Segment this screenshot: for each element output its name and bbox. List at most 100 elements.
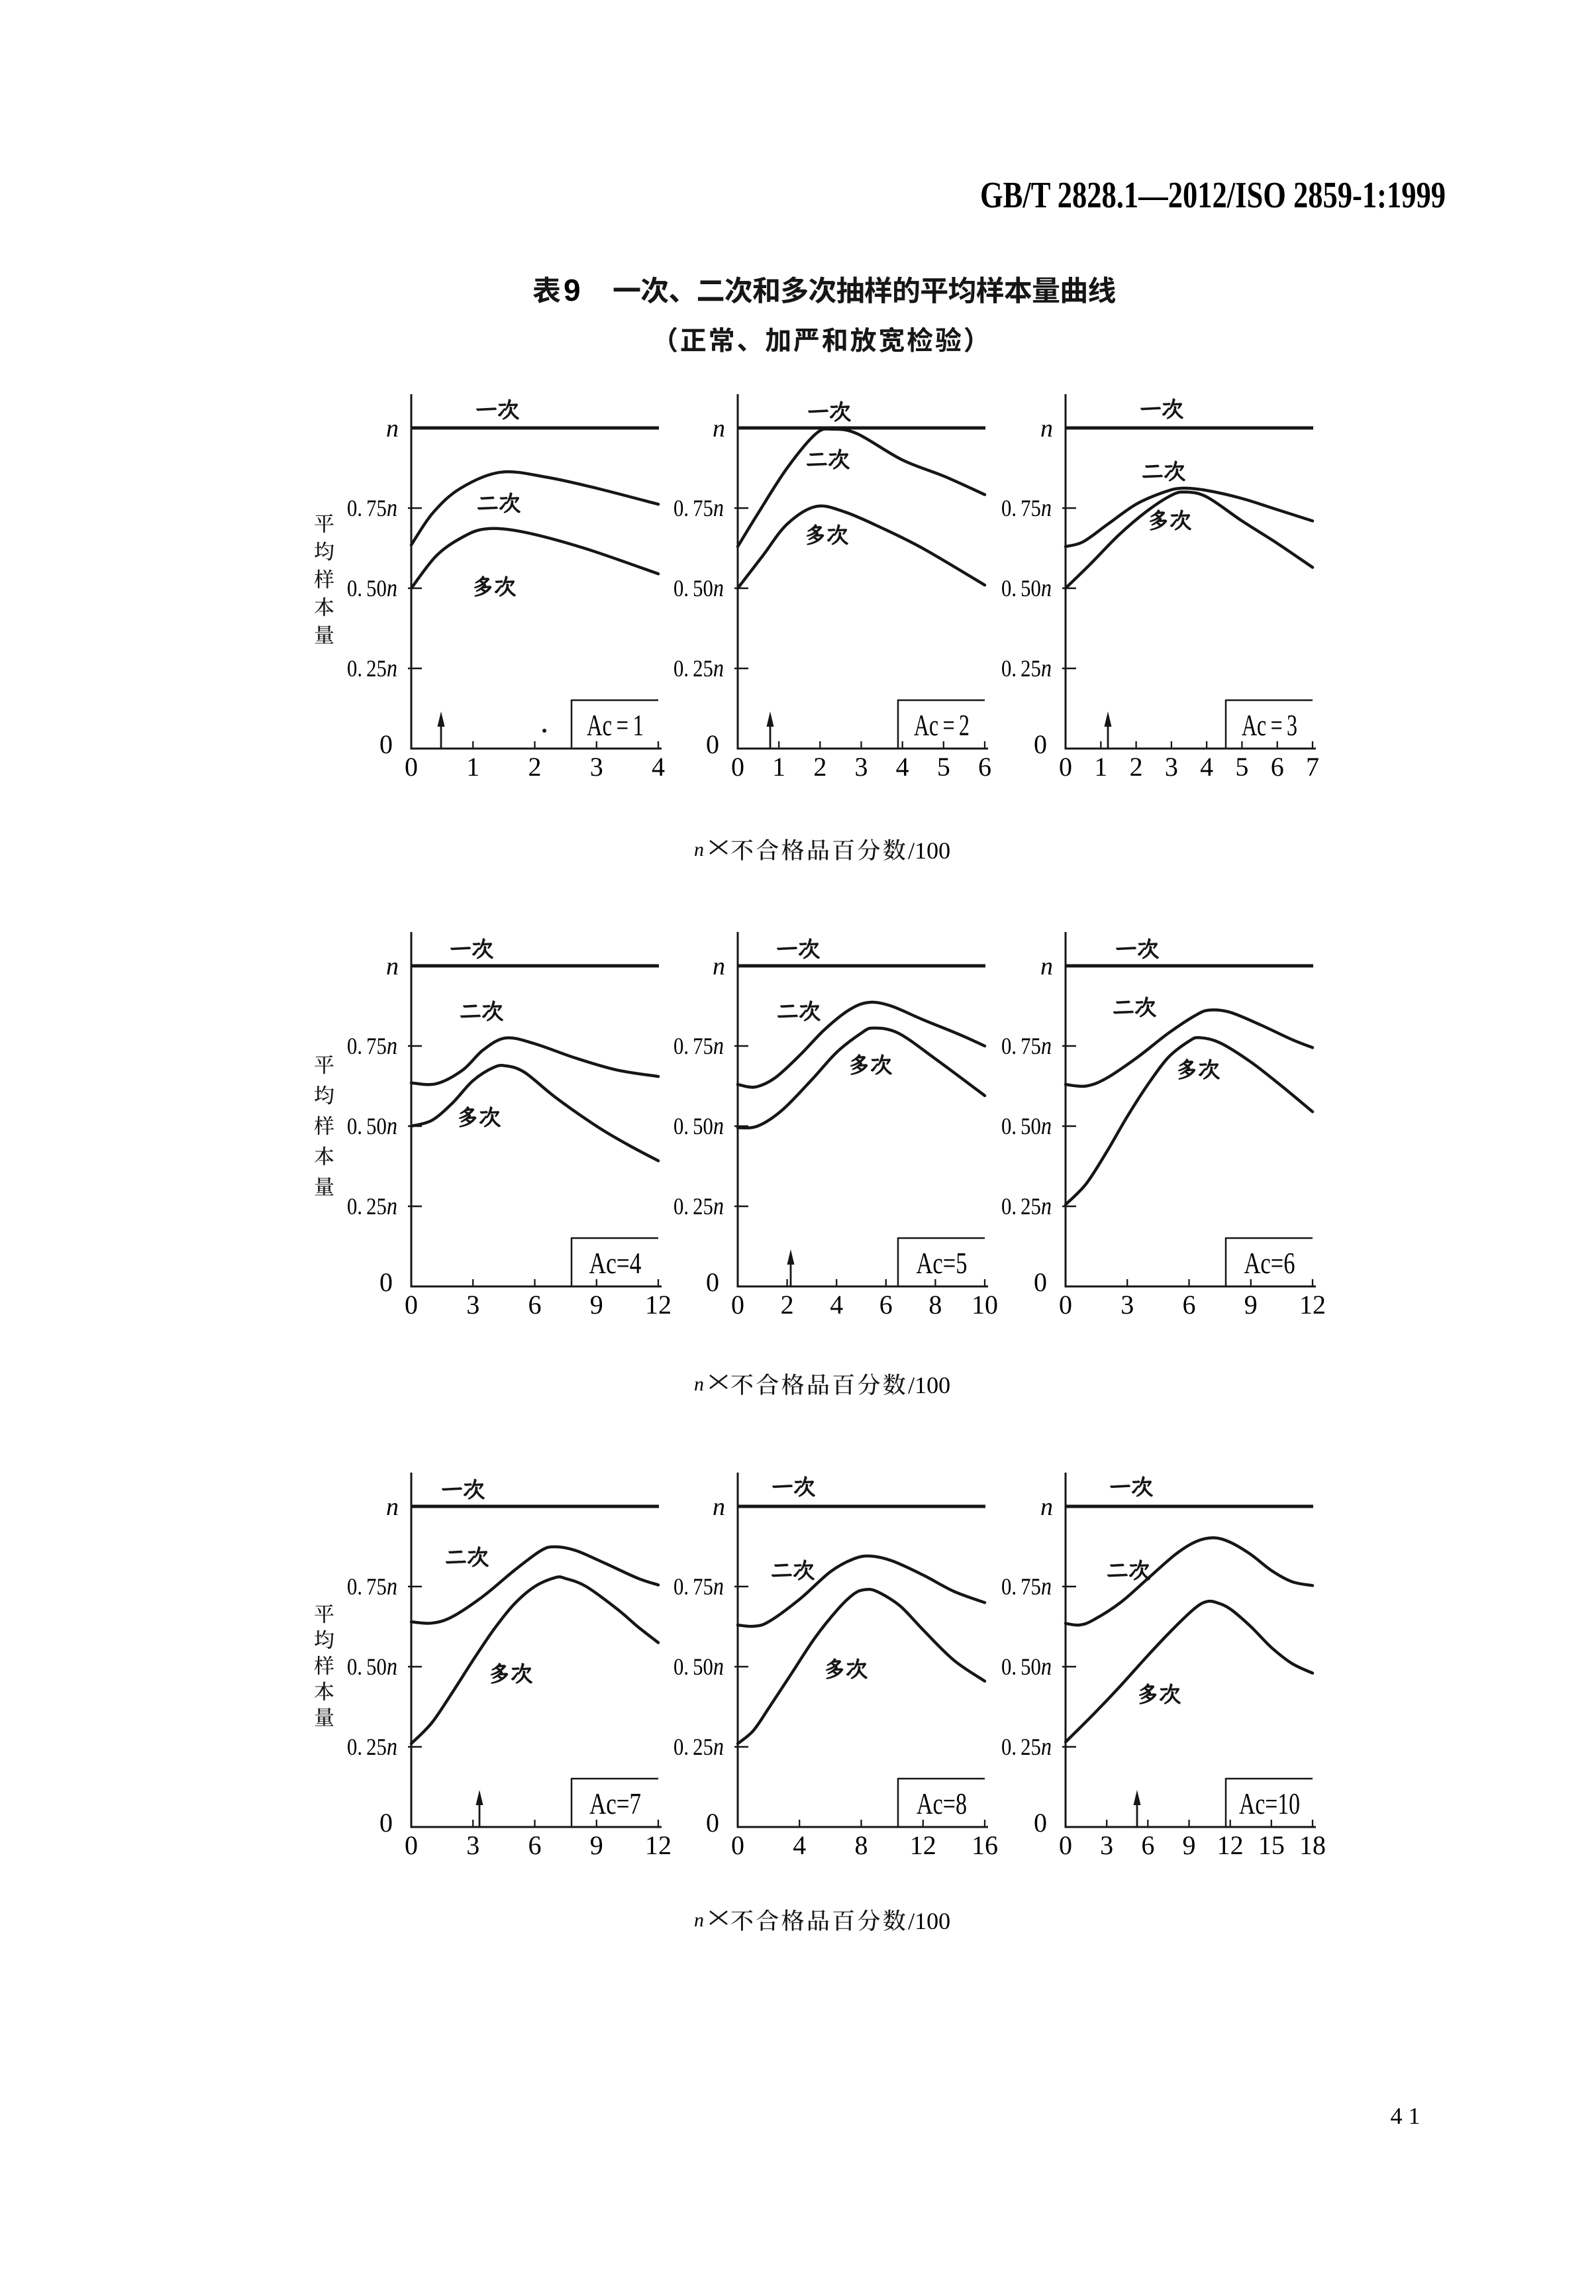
svg-text:8: 8: [928, 1290, 942, 1320]
svg-text:0. 50n: 0. 50n: [347, 1112, 397, 1140]
svg-text:1: 1: [772, 752, 785, 782]
svg-text:4: 4: [652, 752, 665, 782]
svg-text:0: 0: [731, 752, 744, 782]
svg-text:3: 3: [1100, 1830, 1113, 1860]
svg-text:0. 75n: 0. 75n: [347, 1573, 397, 1600]
svg-text:0. 50n: 0. 50n: [347, 1653, 397, 1681]
svg-text:n: n: [694, 1373, 704, 1395]
svg-text:0: 0: [405, 1290, 418, 1320]
svg-text:0. 50n: 0. 50n: [673, 574, 724, 602]
svg-text:4: 4: [830, 1290, 843, 1320]
svg-text:0. 75n: 0. 75n: [1001, 494, 1052, 522]
svg-text:10: 10: [972, 1290, 998, 1320]
svg-text:12: 12: [645, 1830, 672, 1860]
svg-text:Ac=8: Ac=8: [917, 1787, 967, 1820]
svg-text:9: 9: [1244, 1290, 1258, 1320]
svg-text:6: 6: [1141, 1830, 1154, 1860]
svg-text:0: 0: [1034, 1267, 1047, 1297]
svg-text:6: 6: [1271, 752, 1284, 782]
svg-text:0. 25n: 0. 25n: [1001, 1733, 1052, 1761]
svg-text:Ac=6: Ac=6: [1244, 1247, 1295, 1280]
svg-text:2: 2: [528, 752, 542, 782]
svg-text:Ac=5: Ac=5: [917, 1247, 968, 1280]
svg-text:n: n: [1040, 1493, 1053, 1521]
svg-text:5: 5: [1235, 752, 1248, 782]
svg-text:5: 5: [937, 752, 950, 782]
svg-text:Ac = 3: Ac = 3: [1242, 709, 1297, 742]
svg-text:0: 0: [731, 1290, 744, 1320]
svg-text:0: 0: [1034, 1808, 1047, 1838]
svg-text:n: n: [386, 415, 399, 443]
svg-text:0: 0: [706, 729, 719, 759]
svg-text:n: n: [713, 953, 725, 980]
svg-text:12: 12: [645, 1290, 672, 1320]
svg-text:9: 9: [564, 273, 581, 307]
svg-text:Ac = 1: Ac = 1: [587, 709, 644, 742]
svg-text:9: 9: [1183, 1830, 1196, 1860]
svg-text:0. 75n: 0. 75n: [673, 1032, 724, 1060]
svg-text:0. 75n: 0. 75n: [347, 494, 397, 522]
svg-text:/100: /100: [908, 837, 950, 864]
svg-text:Ac=10: Ac=10: [1239, 1787, 1300, 1820]
svg-text:6: 6: [1183, 1290, 1196, 1320]
svg-text:n: n: [1040, 415, 1053, 443]
svg-text:n: n: [694, 839, 704, 861]
svg-text:n: n: [1040, 953, 1053, 980]
svg-text:0: 0: [1059, 1830, 1072, 1860]
svg-text:0: 0: [706, 1267, 719, 1297]
svg-text:4: 4: [1200, 752, 1213, 782]
svg-text:0. 50n: 0. 50n: [1001, 1112, 1052, 1140]
svg-text:Ac=7: Ac=7: [589, 1787, 641, 1820]
svg-text:3: 3: [466, 1830, 479, 1860]
svg-text:12: 12: [910, 1830, 936, 1860]
svg-text:9: 9: [590, 1830, 603, 1860]
svg-text:0. 75n: 0. 75n: [673, 1573, 724, 1600]
svg-text:0: 0: [379, 1808, 393, 1838]
svg-text:0: 0: [379, 1267, 393, 1297]
svg-text:3: 3: [466, 1290, 479, 1320]
svg-text:0. 25n: 0. 25n: [673, 654, 724, 682]
svg-text:18: 18: [1299, 1830, 1326, 1860]
svg-text:n: n: [694, 1909, 704, 1931]
svg-text:Ac=4: Ac=4: [589, 1247, 642, 1280]
svg-text:12: 12: [1217, 1830, 1244, 1860]
svg-text:6: 6: [879, 1290, 893, 1320]
svg-text:6: 6: [528, 1290, 542, 1320]
svg-text:1: 1: [1094, 752, 1107, 782]
svg-text:0: 0: [379, 729, 393, 759]
svg-text:0: 0: [405, 752, 418, 782]
svg-text:2: 2: [1130, 752, 1143, 782]
svg-text:0. 75n: 0. 75n: [1001, 1032, 1052, 1060]
svg-text:16: 16: [972, 1830, 998, 1860]
svg-text:6: 6: [978, 752, 991, 782]
svg-text:12: 12: [1299, 1290, 1326, 1320]
svg-text:0: 0: [706, 1808, 719, 1838]
svg-text:0. 75n: 0. 75n: [1001, 1573, 1052, 1600]
svg-text:9: 9: [590, 1290, 603, 1320]
svg-text:0. 25n: 0. 25n: [347, 1733, 397, 1761]
svg-text:n: n: [386, 953, 399, 980]
svg-text:0: 0: [405, 1830, 418, 1860]
svg-text:6: 6: [528, 1830, 542, 1860]
svg-text:3: 3: [855, 752, 868, 782]
svg-text:0: 0: [1059, 752, 1072, 782]
svg-text:8: 8: [855, 1830, 868, 1860]
svg-text:3: 3: [590, 752, 603, 782]
svg-text:0. 50n: 0. 50n: [673, 1653, 724, 1681]
svg-text:n: n: [713, 415, 725, 443]
svg-text:4: 4: [896, 752, 909, 782]
svg-text:0. 25n: 0. 25n: [1001, 1192, 1052, 1220]
svg-text:4: 4: [793, 1830, 806, 1860]
svg-text:0. 50n: 0. 50n: [347, 574, 397, 602]
svg-text:0. 25n: 0. 25n: [673, 1733, 724, 1761]
svg-text:2: 2: [781, 1290, 794, 1320]
svg-text:3: 3: [1121, 1290, 1134, 1320]
svg-text:7: 7: [1306, 752, 1319, 782]
svg-text:15: 15: [1258, 1830, 1285, 1860]
svg-text:0: 0: [1059, 1290, 1072, 1320]
svg-text:0. 25n: 0. 25n: [1001, 654, 1052, 682]
svg-text:0. 25n: 0. 25n: [673, 1192, 724, 1220]
svg-text:0: 0: [731, 1830, 744, 1860]
svg-text:/100: /100: [908, 1908, 950, 1934]
svg-text:0: 0: [1034, 729, 1047, 759]
